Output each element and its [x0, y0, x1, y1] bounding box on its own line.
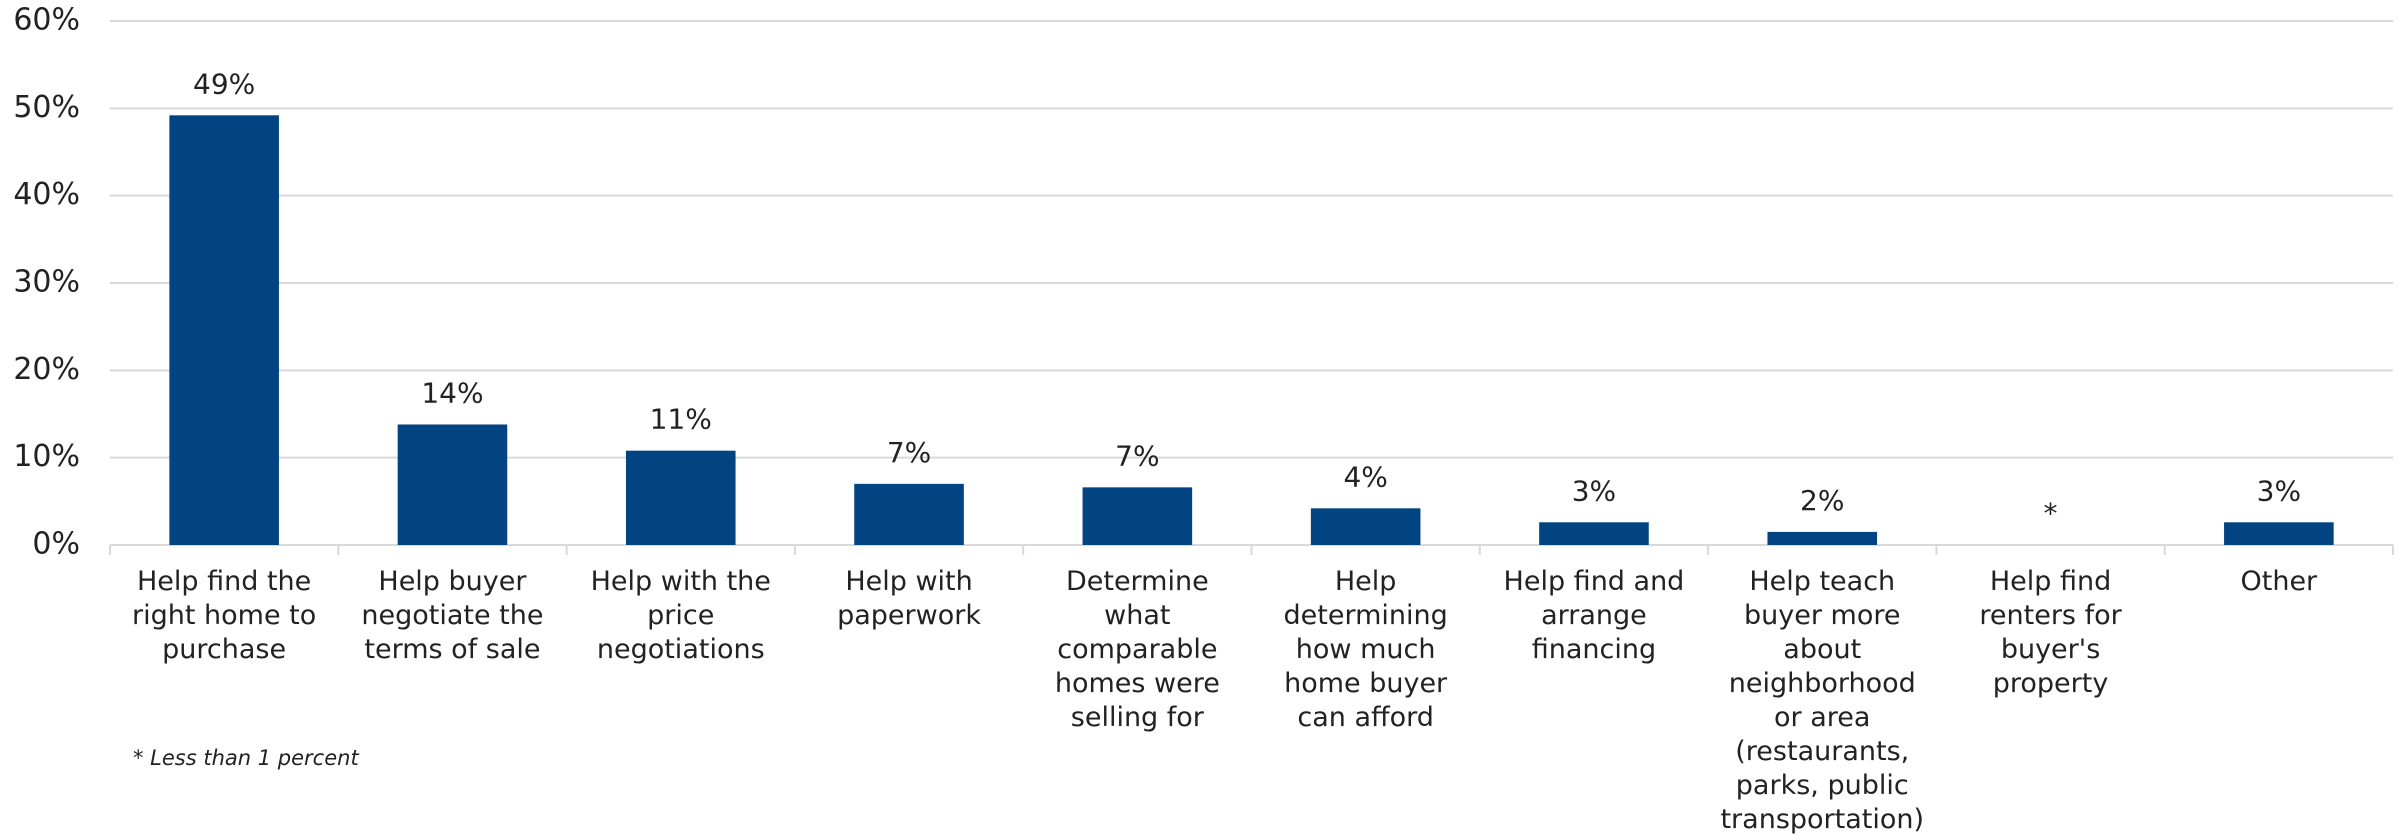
- bar: [1082, 487, 1193, 545]
- value-label: 7%: [1115, 439, 1159, 472]
- value-label: 2%: [1800, 484, 1844, 517]
- value-label: 49%: [193, 67, 255, 100]
- x-tick-label: Help buyer negotiate the terms of sale: [361, 566, 544, 665]
- y-tick-label: 10%: [13, 439, 80, 474]
- value-label: *: [2044, 497, 2058, 530]
- bar: [1310, 508, 1421, 545]
- value-label: 3%: [2257, 474, 2301, 507]
- y-tick-label: 50%: [13, 90, 80, 125]
- bar: [169, 115, 279, 545]
- x-tick-label: Help determining how much home buyer can…: [1283, 566, 1448, 733]
- footnote: * Less than 1 percent: [133, 746, 359, 770]
- value-label: 4%: [1343, 460, 1387, 493]
- x-tick-label: Other: [2240, 566, 2318, 597]
- value-label: 14%: [421, 376, 483, 409]
- x-tick-label: Help find the right home to purchase: [132, 566, 317, 665]
- y-tick-label: 40%: [13, 177, 80, 212]
- x-tick-label: Help with paperwork: [837, 566, 981, 631]
- bar: [397, 424, 508, 545]
- x-tick-label: Determine what comparable homes were sel…: [1054, 566, 1220, 733]
- bar: [2224, 522, 2334, 545]
- x-tick-label: Help with the price negotiations: [590, 566, 771, 665]
- x-tick-label: Help teach buyer more about neighborhood…: [1720, 566, 1925, 835]
- bar: [1539, 522, 1649, 545]
- y-tick-label: 20%: [13, 352, 80, 387]
- value-label: 7%: [887, 436, 931, 469]
- y-tick-label: 60%: [13, 3, 80, 38]
- bar: [1767, 531, 1878, 545]
- y-tick-label: 0%: [32, 527, 80, 562]
- x-tick-label: Help find and arrange financing: [1503, 566, 1685, 665]
- y-tick-label: 30%: [13, 265, 80, 300]
- bar: [625, 450, 736, 545]
- value-label: 11%: [650, 403, 712, 436]
- bar: [854, 483, 964, 545]
- value-label: 3%: [1572, 474, 1616, 507]
- x-tick-label: Help find renters for buyer's property: [1979, 566, 2122, 699]
